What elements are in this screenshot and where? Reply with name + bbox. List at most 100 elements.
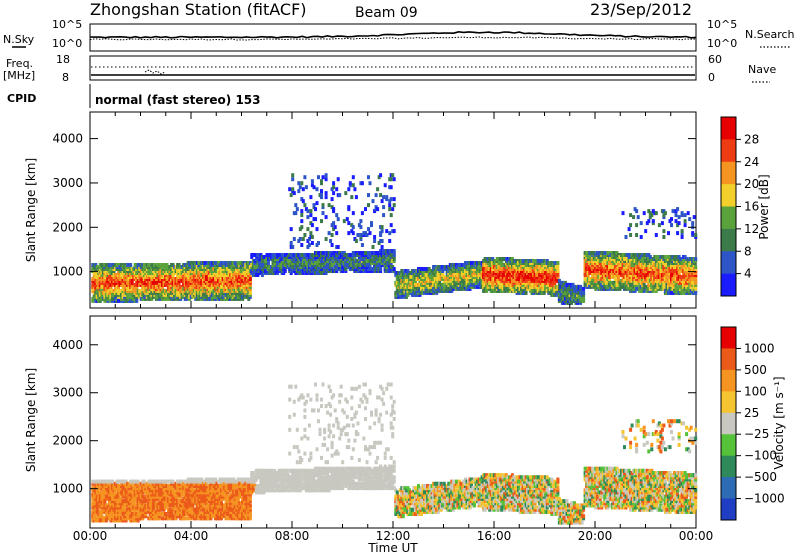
range-time-cell	[200, 273, 204, 277]
range-time-cell	[632, 215, 636, 220]
range-time-cell	[627, 227, 631, 232]
colorbar-tick-label: 8	[744, 244, 752, 258]
range-time-cell	[364, 207, 367, 212]
range-time-cell	[594, 257, 598, 261]
range-time-cell	[321, 203, 325, 208]
range-time-cell	[635, 223, 639, 228]
range-time-cell	[692, 215, 696, 220]
range-time-cell	[94, 512, 98, 516]
range-time-cell	[324, 215, 328, 220]
range-time-cell	[320, 193, 323, 198]
range-time-cell	[329, 239, 333, 243]
range-time-cell	[320, 189, 323, 194]
range-time-cell	[676, 207, 680, 212]
range-time-cell	[362, 265, 366, 269]
range-time-cell	[280, 261, 284, 265]
cpid-text: normal (fast stereo) 153	[95, 93, 261, 107]
range-time-cell	[347, 205, 351, 210]
range-time-cell	[300, 213, 304, 218]
range-time-cell	[359, 233, 363, 237]
range-time-cell	[324, 177, 328, 182]
range-time-cell	[315, 201, 319, 206]
range-time-cell	[642, 211, 646, 216]
range-time-cell	[210, 267, 214, 271]
range-time-cell	[341, 259, 345, 263]
range-time-cell	[373, 235, 377, 239]
range-time-cell	[280, 257, 284, 261]
range-time-cell	[301, 199, 305, 204]
range-time-cell	[392, 197, 396, 202]
range-time-cell	[241, 288, 245, 293]
colorbar-swatch	[721, 117, 736, 140]
range-time-cell	[310, 235, 314, 239]
range-time-cell	[338, 193, 342, 198]
range-time-cell	[492, 259, 496, 263]
range-time-cell	[312, 203, 316, 208]
range-time-cell	[300, 225, 304, 230]
range-time-cell	[159, 282, 163, 287]
y-tick-label: 3000	[52, 176, 83, 190]
range-time-cell	[365, 233, 369, 237]
range-time-cell	[651, 219, 655, 224]
range-time-cell	[148, 269, 152, 273]
range-time-cell	[624, 263, 628, 267]
range-time-cell	[332, 269, 336, 273]
range-time-cell	[573, 284, 576, 289]
range-time-cell	[665, 263, 669, 267]
range-time-cell	[462, 267, 466, 271]
range-time-cell	[683, 213, 687, 218]
range-time-cell	[307, 243, 311, 247]
range-time-cell	[654, 233, 658, 237]
range-time-cell	[462, 278, 466, 283]
range-time-cell	[503, 271, 507, 275]
freq-panel: Freq. [MHz] 18 8 60 0 Nave	[3, 53, 776, 84]
range-time-cell	[327, 203, 331, 208]
range-time-cell	[351, 175, 355, 180]
range-time-cell	[473, 271, 476, 275]
range-time-cell	[654, 211, 658, 216]
range-time-cell	[644, 229, 648, 234]
range-time-cell	[347, 231, 351, 236]
range-time-cell	[563, 296, 567, 301]
y-tick-label: 2000	[52, 220, 83, 234]
range-time-cell	[667, 231, 670, 236]
colorbar-tick-label: 24	[744, 155, 759, 169]
range-time-cell	[680, 290, 684, 295]
range-time-cell	[220, 261, 223, 265]
range-time-cell	[388, 203, 392, 208]
range-time-cell	[351, 183, 355, 188]
range-time-cell	[492, 265, 496, 269]
range-time-cell	[250, 263, 254, 267]
range-time-cell	[441, 282, 445, 287]
range-time-cell	[380, 245, 384, 249]
range-time-cell	[306, 227, 310, 232]
range-time-cell	[241, 261, 245, 265]
range-time-cell	[648, 255, 652, 259]
nsearch-tick-bottom: 10^0	[707, 37, 737, 50]
range-time-cell	[94, 499, 98, 504]
range-time-cell	[385, 229, 389, 234]
range-time-cell	[629, 213, 633, 218]
range-time-cell	[401, 273, 405, 277]
range-time-cell	[362, 251, 366, 255]
range-time-cell	[189, 278, 193, 283]
range-time-cell	[533, 263, 537, 267]
range-time-cell	[129, 263, 133, 267]
range-time-cell	[159, 277, 163, 281]
range-time-cell	[230, 271, 234, 275]
range-time-cell	[644, 259, 648, 263]
range-time-cell	[91, 481, 95, 486]
range-time-cell	[310, 241, 314, 245]
range-time-cell	[292, 237, 296, 241]
range-time-cell	[300, 209, 304, 214]
range-time-cell	[644, 284, 648, 289]
range-time-cell	[356, 233, 360, 237]
range-time-cell	[332, 221, 336, 226]
range-time-cell	[330, 233, 334, 237]
range-time-cell	[310, 253, 314, 257]
range-time-cell	[367, 227, 370, 232]
colorbar-swatch	[721, 206, 736, 230]
range-time-cell	[230, 294, 234, 299]
range-time-cell	[388, 231, 392, 236]
